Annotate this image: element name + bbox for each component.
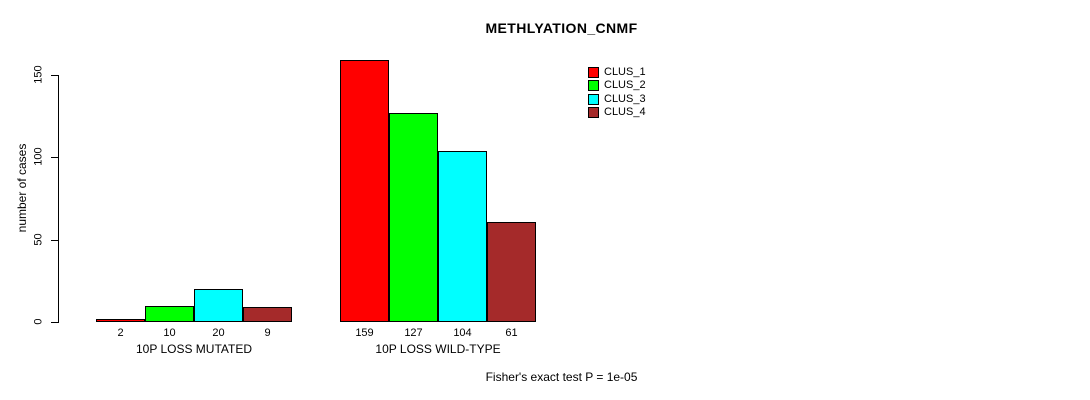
y-tick-label: 100 [32, 147, 45, 167]
legend-item: CLUS_1 [588, 66, 646, 79]
category-label: 10P LOSS WILD-TYPE [375, 342, 501, 356]
legend-label: CLUS_3 [604, 92, 646, 105]
legend-swatch [588, 93, 599, 105]
bar-CLUS_3 [438, 150, 487, 322]
y-axis-label: number of cases [15, 143, 29, 233]
legend-label: CLUS_4 [604, 106, 646, 119]
legend-swatch [588, 80, 599, 92]
bar-CLUS_2 [389, 112, 438, 322]
bar-value-label: 2 [117, 327, 124, 339]
y-axis-line [58, 75, 59, 323]
y-tick-mark [51, 75, 58, 76]
legend-item: CLUS_2 [588, 79, 646, 92]
y-tick-label: 50 [32, 233, 45, 246]
bar-CLUS_4 [487, 221, 536, 322]
y-tick-mark [51, 322, 58, 323]
bar-value-label: 104 [453, 327, 472, 339]
bar-CLUS_4 [243, 307, 292, 322]
statistical-test-annotation: Fisher's exact test P = 1e-05 [485, 370, 638, 384]
bar-CLUS_3 [194, 289, 243, 322]
y-tick-mark [51, 157, 58, 159]
bar-value-label: 127 [404, 327, 423, 339]
legend-label: CLUS_1 [604, 66, 646, 78]
chart-title: METHLYATION_CNMF [485, 20, 638, 36]
bar-value-label: 9 [264, 327, 271, 339]
legend-swatch [588, 67, 599, 78]
bar-CLUS_2 [145, 305, 194, 322]
bar-value-label: 61 [505, 327, 518, 339]
bar-value-label: 20 [212, 327, 225, 339]
legend-item: CLUS_4 [588, 106, 646, 119]
bar-value-label: 159 [355, 327, 374, 339]
y-tick-mark [51, 239, 58, 241]
legend-label: CLUS_2 [604, 79, 646, 92]
bar-value-label: 10 [163, 327, 176, 339]
bar-CLUS_1 [96, 318, 145, 322]
y-tick-label: 150 [32, 65, 45, 84]
category-label: 10P LOSS MUTATED [135, 342, 253, 356]
legend-item: CLUS_3 [588, 93, 646, 106]
y-tick-label: 0 [32, 318, 45, 325]
legend-swatch [588, 107, 599, 119]
bar-CLUS_1 [340, 60, 389, 322]
